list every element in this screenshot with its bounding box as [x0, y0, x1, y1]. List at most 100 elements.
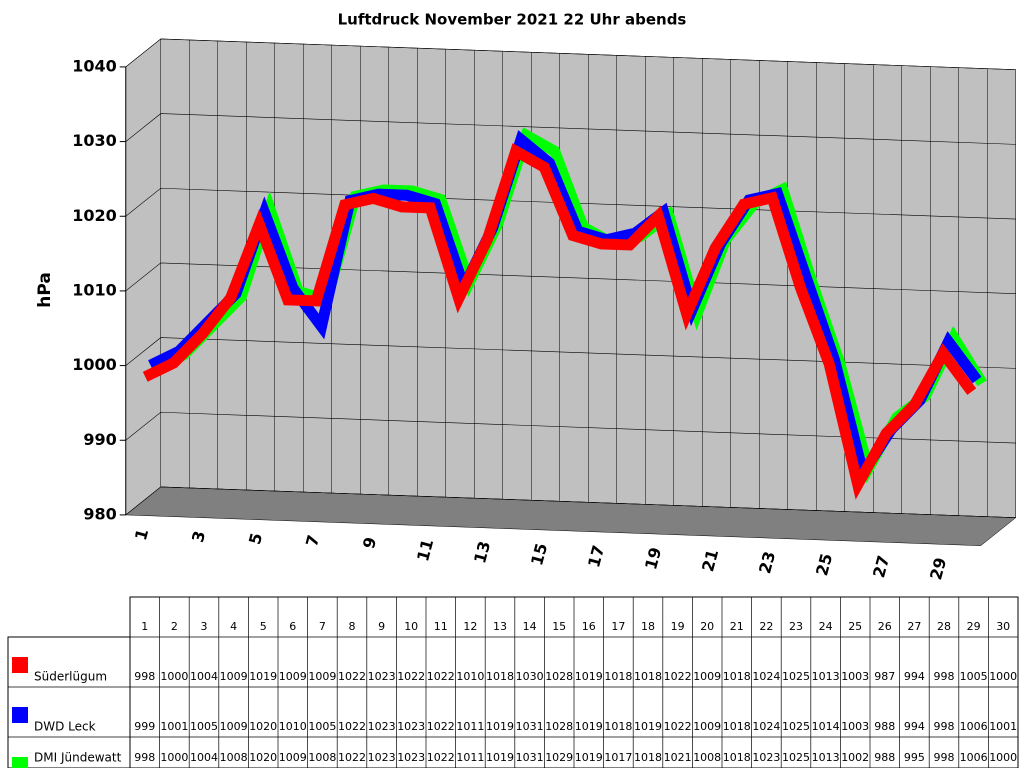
table-header: 29 [967, 620, 981, 633]
table-cell: 998 [134, 670, 155, 683]
table-header: 24 [819, 620, 833, 633]
legend-label: DWD Leck [34, 720, 96, 734]
table-header: 22 [759, 620, 773, 633]
x-tick-label: 19 [641, 545, 665, 571]
table-cell: 1018 [634, 751, 662, 764]
table-cell: 1023 [752, 751, 780, 764]
table-cell: 1019 [634, 720, 662, 733]
table-cell: 1023 [397, 751, 425, 764]
table-cell: 1022 [427, 720, 455, 733]
table-cell: 1002 [841, 751, 869, 764]
table-cell: 1013 [812, 670, 840, 683]
x-tick-label: 7 [302, 533, 323, 549]
table-header: 5 [260, 620, 267, 633]
table-cell: 1000 [160, 670, 188, 683]
table-cell: 1020 [249, 720, 277, 733]
table-cell: 1006 [960, 720, 988, 733]
table-cell: 1022 [664, 720, 692, 733]
table-header: 19 [671, 620, 685, 633]
table-cell: 1023 [368, 720, 396, 733]
table-cell: 1001 [160, 720, 188, 733]
table-cell: 1022 [427, 670, 455, 683]
table-cell: 1022 [664, 670, 692, 683]
table-cell: 998 [934, 751, 955, 764]
table-cell: 1003 [841, 670, 869, 683]
table-cell: 988 [874, 720, 895, 733]
table-header: 4 [230, 620, 237, 633]
table-cell: 1018 [723, 720, 751, 733]
table-cell: 1019 [486, 720, 514, 733]
x-tick-label: 11 [413, 537, 437, 563]
table-header: 16 [582, 620, 596, 633]
table-cell: 1022 [338, 751, 366, 764]
table-cell: 1022 [427, 751, 455, 764]
table-header: 21 [730, 620, 744, 633]
table-cell: 1031 [516, 751, 544, 764]
y-tick-label: 1030 [72, 131, 117, 150]
table-cell: 1019 [575, 670, 603, 683]
table-cell: 1009 [220, 720, 248, 733]
table-header: 2 [171, 620, 178, 633]
x-tick-label: 3 [188, 529, 209, 545]
table-cell: 1024 [752, 720, 780, 733]
table-header: 7 [319, 620, 326, 633]
table-cell: 1008 [693, 751, 721, 764]
table-cell: 1009 [220, 670, 248, 683]
table-cell: 1028 [545, 720, 573, 733]
table-header: 15 [552, 620, 566, 633]
grid-line [125, 262, 1016, 294]
table-cell: 1005 [308, 720, 336, 733]
table-cell: 1014 [812, 720, 840, 733]
table-cell: 1003 [841, 720, 869, 733]
table-cell: 998 [934, 670, 955, 683]
table-cell: 1017 [604, 751, 632, 764]
table-header: 10 [404, 620, 418, 633]
table-cell: 995 [904, 751, 925, 764]
table-cell: 1000 [989, 670, 1017, 683]
x-tick-label: 23 [755, 549, 779, 575]
table-cell: 1031 [516, 720, 544, 733]
table-cell: 1030 [516, 670, 544, 683]
table-header: 1 [141, 620, 148, 633]
y-tick-label: 1020 [72, 206, 117, 225]
grid-line [125, 187, 1016, 220]
chart-title: Luftdruck November 2021 22 Uhr abends [338, 11, 687, 29]
table-cell: 1025 [782, 751, 810, 764]
series-ribbon [148, 130, 982, 487]
table-header: 23 [789, 620, 803, 633]
table-cell: 1023 [397, 720, 425, 733]
table-cell: 1029 [545, 751, 573, 764]
table-cell: 1018 [723, 751, 751, 764]
table-cell: 1004 [190, 751, 218, 764]
table-cell: 1013 [812, 751, 840, 764]
table-cell: 1000 [160, 751, 188, 764]
table-cell: 1001 [989, 720, 1017, 733]
y-tick-label: 990 [83, 430, 116, 449]
table-cell: 1008 [308, 751, 336, 764]
table-cell: 988 [874, 751, 895, 764]
x-tick-label: 9 [359, 535, 380, 551]
y-tick-label: 980 [83, 504, 116, 523]
table-cell: 1004 [190, 670, 218, 683]
table-cell: 1018 [604, 720, 632, 733]
table-header: 11 [434, 620, 448, 633]
table-cell: 1023 [368, 751, 396, 764]
table-header: 30 [996, 620, 1010, 633]
table-cell: 1020 [249, 751, 277, 764]
x-tick-label: 25 [812, 551, 836, 577]
table-header: 18 [641, 620, 655, 633]
table-cell: 1010 [456, 670, 484, 683]
table-cell: 1025 [782, 670, 810, 683]
table-cell: 998 [134, 751, 155, 764]
table-cell: 994 [904, 720, 925, 733]
table-header: 20 [700, 620, 714, 633]
legend-swatch [12, 757, 28, 772]
table-cell: 1019 [575, 720, 603, 733]
x-tick-label: 17 [584, 543, 608, 569]
table-cell: 994 [904, 670, 925, 683]
table-cell: 1025 [782, 720, 810, 733]
legend-swatch [12, 707, 28, 723]
table-cell: 1018 [604, 670, 632, 683]
grid-line [125, 113, 1016, 145]
table-cell: 999 [134, 720, 155, 733]
